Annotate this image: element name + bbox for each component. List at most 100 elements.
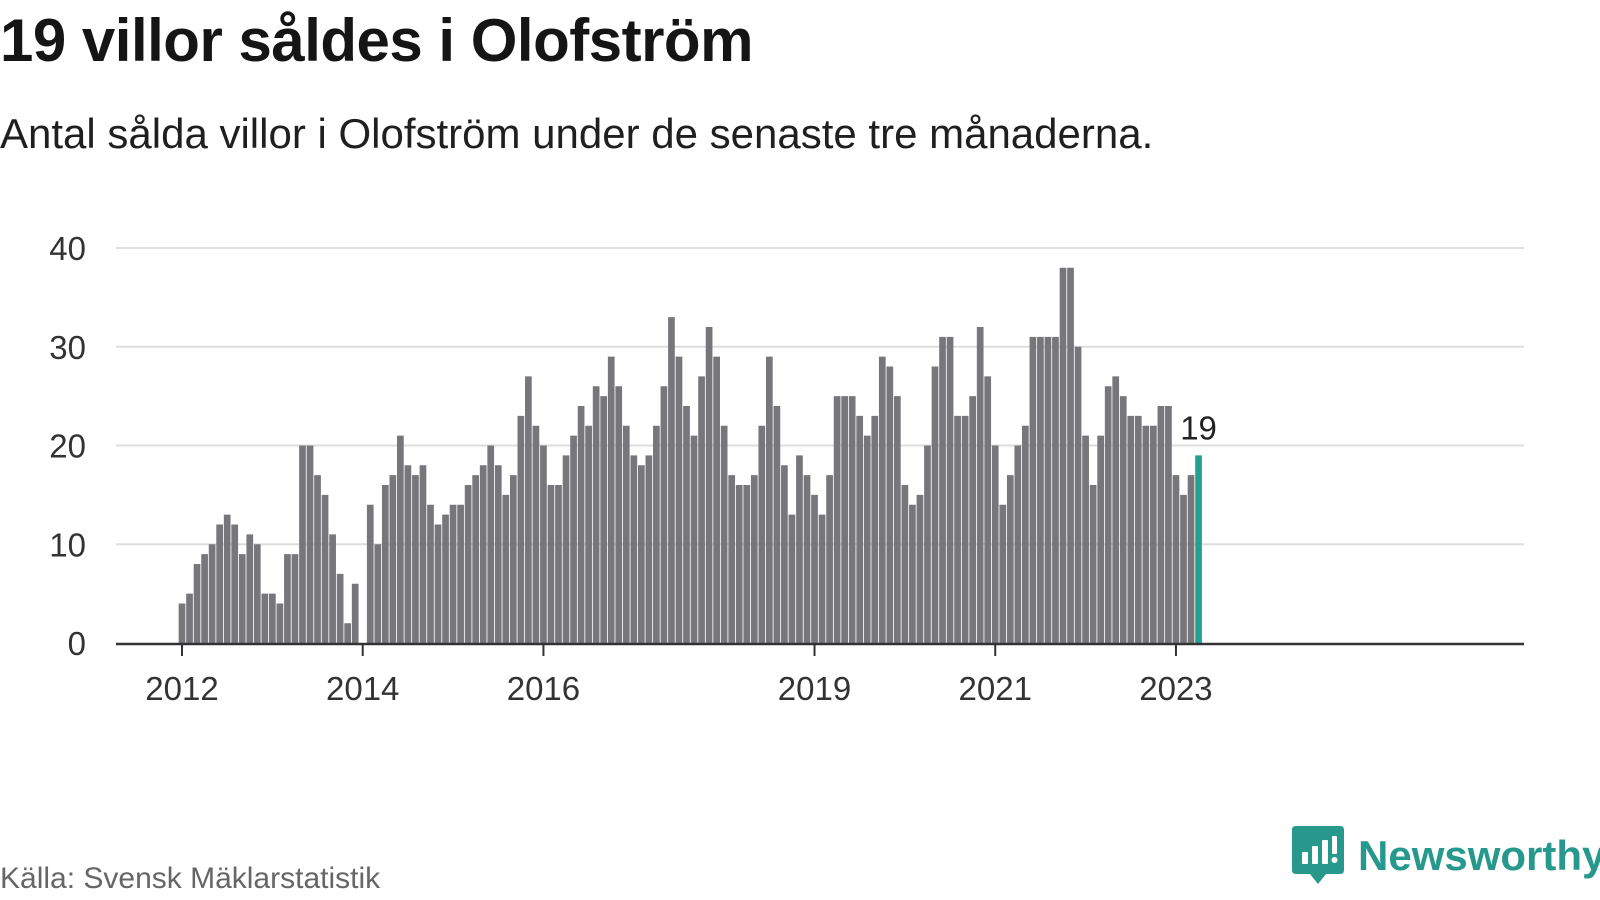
x-tick-label: 2019 — [778, 670, 851, 707]
bar — [637, 465, 645, 643]
bar — [1074, 346, 1082, 643]
bar — [216, 524, 223, 643]
y-tick-label: 20 — [49, 428, 86, 465]
y-tick-label: 0 — [68, 625, 86, 662]
bar — [1134, 415, 1142, 644]
bar — [577, 406, 585, 643]
bar — [856, 415, 864, 644]
bar — [1037, 336, 1044, 644]
bar — [1059, 267, 1067, 643]
bar — [841, 396, 848, 644]
bar — [984, 376, 992, 644]
bar — [1029, 336, 1037, 644]
bar — [434, 524, 442, 643]
bar-series — [178, 267, 1202, 644]
bar — [381, 485, 389, 643]
x-tick-label: 2014 — [326, 670, 399, 707]
bar — [329, 534, 336, 644]
axis-labels: 0 10 20 30 40 19 2012 2014 2016 2019 2021 2023 — [49, 230, 1217, 707]
bar — [525, 376, 532, 644]
bar — [622, 425, 630, 643]
bar — [1089, 485, 1097, 643]
bar — [253, 544, 261, 643]
bar — [412, 475, 419, 644]
bar — [299, 445, 306, 643]
bar — [201, 554, 208, 644]
y-tick-label: 30 — [49, 329, 86, 366]
bar — [1097, 435, 1105, 644]
bar — [1119, 396, 1127, 644]
bar — [502, 494, 510, 644]
bar — [1006, 475, 1014, 644]
bar — [848, 396, 856, 644]
bar — [449, 504, 457, 643]
bar — [660, 386, 668, 643]
bar — [931, 366, 939, 643]
bar — [765, 356, 773, 644]
bar — [1067, 267, 1074, 643]
bar — [894, 396, 901, 644]
bar — [735, 485, 743, 643]
bar — [208, 544, 216, 643]
bar — [818, 514, 826, 644]
bar — [464, 485, 472, 643]
bar — [728, 475, 736, 644]
bar — [607, 356, 615, 644]
bar — [713, 356, 720, 644]
bar — [1112, 376, 1120, 644]
bar — [781, 465, 788, 643]
bar — [683, 406, 690, 643]
y-tick-label: 40 — [49, 230, 86, 267]
bar — [1142, 425, 1150, 643]
bar — [231, 524, 239, 643]
bar — [585, 425, 592, 643]
bar — [397, 435, 404, 644]
x-tick-label: 2016 — [507, 670, 580, 707]
x-tick-label: 2012 — [145, 670, 218, 707]
bar — [758, 425, 766, 643]
bar — [261, 593, 269, 644]
bar — [336, 573, 344, 644]
bar — [509, 475, 517, 644]
bar — [1052, 336, 1059, 644]
bar — [517, 415, 525, 644]
newsworthy-logo-icon — [1292, 826, 1344, 884]
bar — [1022, 425, 1029, 643]
bar — [811, 494, 818, 644]
bar — [826, 475, 833, 644]
brand-name: Newsworthy — [1358, 832, 1600, 879]
bar — [592, 386, 600, 643]
bar — [404, 465, 412, 643]
x-tick-label: 2021 — [959, 670, 1032, 707]
bar — [803, 475, 811, 644]
bar — [615, 386, 623, 643]
bar — [1180, 494, 1187, 644]
bar — [916, 494, 924, 644]
bar-highlight — [1195, 455, 1202, 644]
bar — [366, 504, 374, 643]
bar — [909, 504, 916, 643]
bar — [773, 406, 781, 643]
bar — [961, 415, 969, 644]
bar — [351, 583, 359, 643]
bar — [1127, 415, 1135, 644]
bar — [186, 593, 193, 644]
bar — [540, 445, 547, 643]
bar — [1165, 406, 1172, 643]
bar — [924, 445, 931, 643]
bar — [1187, 475, 1195, 644]
bar — [705, 327, 713, 643]
bar — [427, 504, 434, 643]
bar — [555, 485, 562, 643]
bar — [1150, 425, 1157, 643]
chart-title: 19 villor såldes i Olofström — [0, 7, 753, 74]
bar — [472, 475, 480, 644]
bar — [878, 356, 886, 644]
bar — [653, 425, 660, 643]
bar — [600, 396, 608, 644]
bar — [479, 465, 487, 643]
bar — [743, 485, 751, 643]
bar — [675, 356, 683, 644]
bar — [690, 435, 698, 644]
bar — [939, 336, 946, 644]
